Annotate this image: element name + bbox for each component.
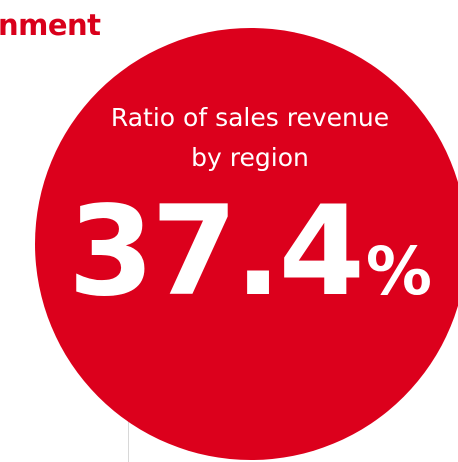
stat-unit: % bbox=[365, 233, 433, 310]
divider bbox=[128, 395, 129, 462]
stat-label: Ratio of sales revenue by region bbox=[110, 103, 390, 172]
stat-circle bbox=[35, 28, 458, 460]
heading: nment bbox=[0, 8, 101, 42]
stat-figure: 37.4 % bbox=[40, 190, 458, 314]
stat-value: 37.4 bbox=[67, 180, 365, 324]
